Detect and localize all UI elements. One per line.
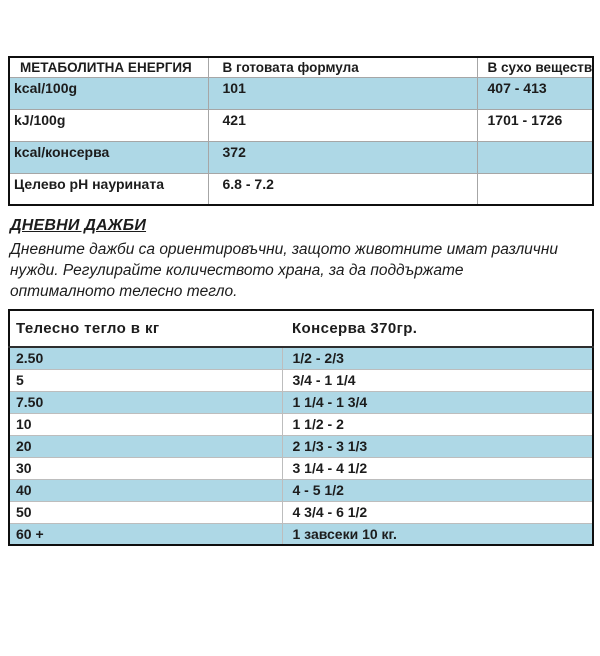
dry-cell — [476, 140, 594, 174]
section-description: Дневните дажби са ориентировъчни, защото… — [10, 239, 600, 302]
formula-cell: 421 — [207, 108, 478, 142]
table-row: 40 4 - 5 1/2 — [8, 478, 594, 502]
amount-cell: 2 1/3 - 3 1/3 — [281, 434, 594, 458]
feeding-guide-table: Телесно тегло в кг Консерва 370гр. 2.50 … — [8, 309, 594, 546]
formula-cell: 372 — [207, 140, 478, 174]
amount-cell: 1/2 - 2/3 — [281, 346, 594, 370]
amount-cell: 3 1/4 - 4 1/2 — [281, 456, 594, 480]
weight-cell: 30 — [8, 456, 283, 480]
weight-cell: 20 — [8, 434, 283, 458]
table-row: kJ/100g 421 1701 - 1726 — [8, 108, 594, 142]
table-row: kcal/консерва 372 — [8, 140, 594, 174]
amount-cell: 4 - 5 1/2 — [281, 478, 594, 502]
weight-cell: 7.50 — [8, 390, 283, 414]
amount-cell: 3/4 - 1 1/4 — [281, 368, 594, 392]
description-line: нужди. Регулирайте количеството храна, з… — [10, 262, 464, 279]
column-header-body-weight: Телесно тегло в кг — [9, 310, 282, 348]
table-row: 20 2 1/3 - 3 1/3 — [8, 434, 594, 458]
amount-cell: 1 1/4 - 1 3/4 — [281, 390, 594, 414]
weight-cell: 40 — [8, 478, 283, 502]
weight-cell: 2.50 — [8, 346, 283, 370]
weight-cell: 5 — [8, 368, 283, 392]
metabolic-header-row: МЕТАБОЛИТНА ЕНЕРГИЯ В готовата формула В… — [8, 56, 594, 78]
table-row: Целево pH наурината 6.8 - 7.2 — [8, 172, 594, 206]
table-row: 10 1 1/2 - 2 — [8, 412, 594, 436]
formula-cell: 101 — [207, 76, 478, 110]
column-header-dry-matter: В сухо вещество — [476, 56, 594, 78]
dry-cell — [476, 172, 594, 206]
row-label-cell: kcal/консерва — [8, 140, 209, 174]
table-row: 5 3/4 - 1 1/4 — [8, 368, 594, 392]
table-row: 50 4 3/4 - 6 1/2 — [8, 500, 594, 524]
metabolic-energy-table: МЕТАБОЛИТНА ЕНЕРГИЯ В готовата формула В… — [8, 56, 594, 206]
description-line: оптималното телесно тегло. — [10, 283, 238, 300]
section-title: ДНЕВНИ ДАЖБИ — [10, 217, 147, 234]
document-page: МЕТАБОЛИТНА ЕНЕРГИЯ В готовата формула В… — [0, 56, 600, 546]
feeding-header-row: Телесно тегло в кг Консерва 370гр. — [9, 310, 593, 348]
amount-cell: 1 1/2 - 2 — [281, 412, 594, 436]
dry-cell: 407 - 413 — [476, 76, 594, 110]
weight-cell: 10 — [8, 412, 283, 436]
row-label-cell: kJ/100g — [8, 108, 209, 142]
column-header-can-370g: Консерва 370гр. — [282, 310, 593, 348]
amount-cell: 1 завсеки 10 кг. — [281, 522, 594, 546]
table-row: 60 + 1 завсеки 10 кг. — [8, 522, 594, 546]
table-row: 7.50 1 1/4 - 1 3/4 — [8, 390, 594, 414]
table-row: kcal/100g 101 407 - 413 — [8, 76, 594, 110]
column-header-ready-formula: В готовата формула — [207, 56, 478, 78]
row-label-cell: kcal/100g — [8, 76, 209, 110]
dry-cell: 1701 - 1726 — [476, 108, 594, 142]
weight-cell: 60 + — [8, 522, 283, 546]
table-row: 30 3 1/4 - 4 1/2 — [8, 456, 594, 480]
description-line: Дневните дажби са ориентировъчни, защото… — [10, 241, 558, 258]
column-header-metabolic-energy: МЕТАБОЛИТНА ЕНЕРГИЯ — [8, 56, 209, 78]
formula-cell: 6.8 - 7.2 — [207, 172, 478, 206]
row-label-cell: Целево pH наурината — [8, 172, 209, 206]
table-row: 2.50 1/2 - 2/3 — [8, 346, 594, 370]
weight-cell: 50 — [8, 500, 283, 524]
amount-cell: 4 3/4 - 6 1/2 — [281, 500, 594, 524]
